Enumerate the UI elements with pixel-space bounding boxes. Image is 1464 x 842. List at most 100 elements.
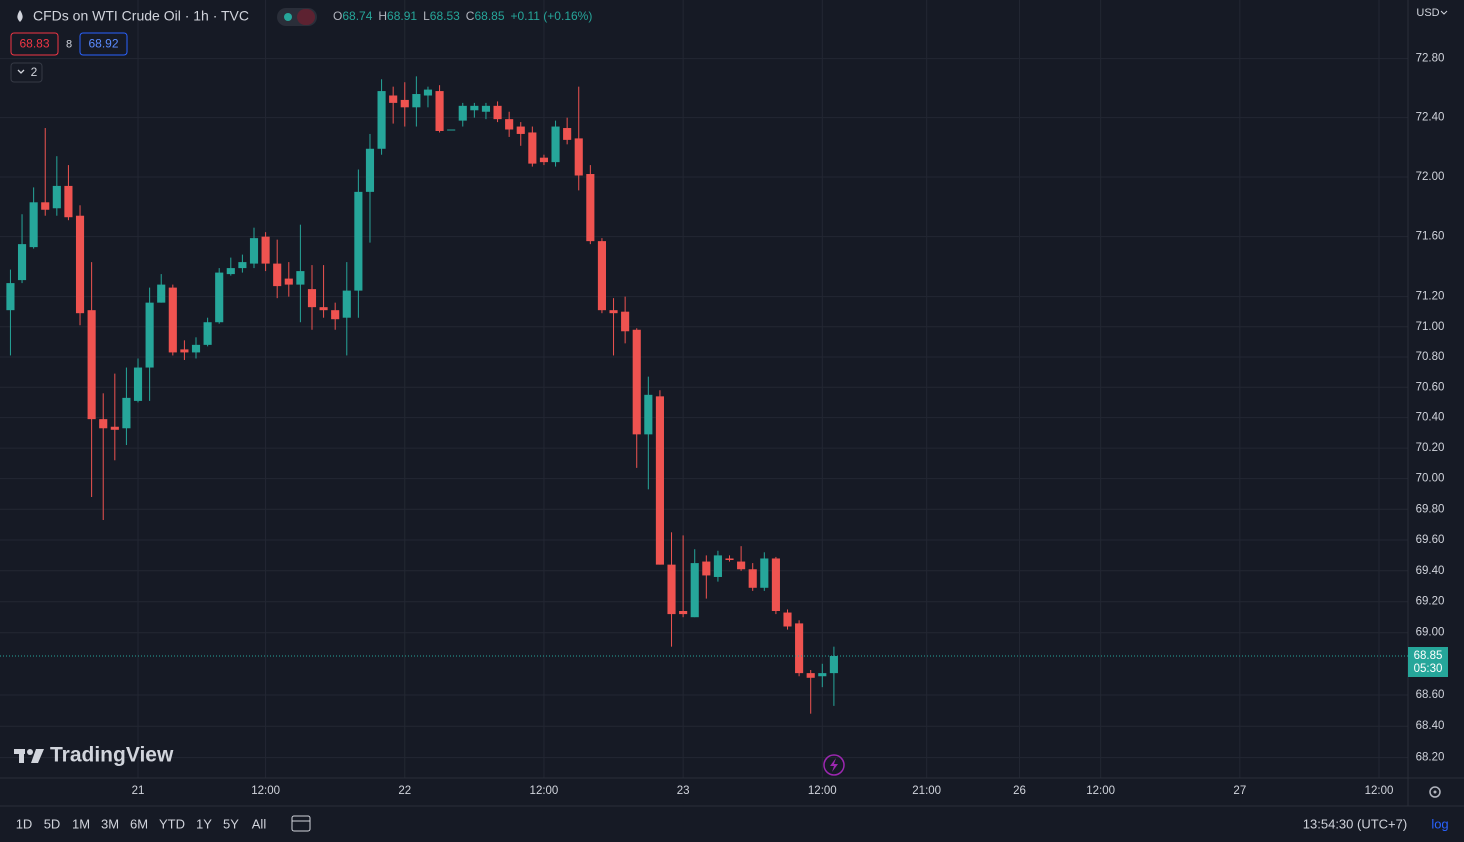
candle-body (528, 132, 537, 164)
candle-body (655, 396, 664, 565)
range-button[interactable]: 3M (101, 816, 119, 831)
candle-body (296, 271, 305, 285)
y-tick-label: 69.40 (1416, 565, 1445, 577)
candle-body (795, 623, 804, 674)
indicator-count: 2 (31, 65, 38, 79)
y-tick-label: 69.60 (1416, 534, 1445, 546)
candle-body (342, 290, 351, 318)
x-tick-label: 12:00 (251, 785, 280, 797)
close-value: 68.85 (474, 9, 504, 23)
candle-body (818, 673, 827, 677)
candle-body (87, 310, 96, 420)
candle-body (273, 263, 282, 287)
candle-body (667, 564, 676, 615)
high-label: H (378, 9, 387, 23)
candle-body (481, 105, 491, 112)
candle-body (806, 673, 815, 678)
logo-part (27, 749, 33, 755)
candle-body (377, 91, 386, 149)
candle-body (6, 283, 15, 311)
y-tick-label: 70.40 (1416, 412, 1445, 424)
high-value: 68.91 (387, 9, 417, 23)
x-tick-label: 21 (132, 785, 145, 797)
candle-body (644, 394, 653, 435)
range-button[interactable]: 1D (16, 816, 33, 831)
chevron (17, 69, 25, 74)
x-tick-label: 27 (1233, 785, 1246, 797)
settings-icon[interactable] (1429, 786, 1441, 798)
spread: 8 (66, 38, 72, 50)
y-tick-label: 72.40 (1416, 112, 1445, 124)
currency[interactable]: USD (1416, 7, 1439, 19)
candle-body (609, 310, 618, 314)
y-tick-label: 68.60 (1416, 689, 1445, 701)
x-tick-label: 21:00 (912, 785, 941, 797)
candle-body (516, 126, 525, 134)
y-tick-label: 71.00 (1416, 321, 1445, 333)
y-tick-label: 71.20 (1416, 291, 1445, 303)
candle-body (284, 278, 293, 285)
candle-body (226, 268, 235, 275)
candle-body (145, 302, 154, 368)
y-tick-label: 69.00 (1416, 627, 1445, 639)
y-tick-label: 72.80 (1416, 53, 1445, 65)
candle-body (470, 105, 479, 111)
candle-body (586, 174, 595, 242)
candle-body (412, 94, 421, 108)
bid-price: 68.83 (19, 37, 49, 51)
range-buttons: 1D 5D 1M 3M 6M YTD 1Y 5Y All (16, 816, 267, 831)
events-icon[interactable] (823, 754, 845, 776)
indicators-toggle[interactable] (10, 62, 43, 83)
candle-body (748, 569, 757, 588)
range-button[interactable]: YTD (159, 816, 185, 831)
range-button[interactable]: 1M (72, 816, 90, 831)
x-tick-label: 12:00 (530, 785, 559, 797)
candle-body (435, 91, 444, 131)
candle-body (191, 344, 201, 353)
candle-body (551, 126, 560, 163)
watermark-logo (14, 749, 44, 763)
x-tick-label: 12:00 (1086, 785, 1115, 797)
range-button[interactable]: 6M (130, 816, 148, 831)
y-tick-label: 70.80 (1416, 351, 1445, 363)
y-tick-label: 68.40 (1416, 720, 1445, 732)
y-tick-label: 69.20 (1416, 596, 1445, 608)
market-status (284, 13, 292, 21)
range-button[interactable]: 5D (44, 816, 61, 831)
watermark: TradingView (50, 744, 174, 767)
candle-body (238, 262, 247, 269)
candle-body (331, 310, 340, 320)
countdown: 05:30 (1414, 663, 1443, 675)
x-tick-label: 22 (398, 785, 411, 797)
candle-body (261, 236, 270, 264)
candle-body (52, 185, 61, 209)
candle-body (447, 129, 456, 131)
clock[interactable]: 13:54:30 (UTC+7) (1303, 816, 1407, 831)
candle-body (122, 397, 131, 429)
candle-body (400, 99, 409, 108)
y-tick-label: 68.20 (1416, 752, 1445, 764)
buy-button[interactable] (79, 32, 128, 56)
candle-body (690, 563, 699, 618)
x-tick-label: 12:00 (1365, 785, 1394, 797)
candle-body (632, 329, 641, 435)
range-button[interactable]: All (252, 816, 267, 831)
ohlc-legend: O68.74 H68.91 L68.53 C68.85 +0.11 (+0.16%) (333, 9, 592, 23)
candle-body (574, 138, 583, 176)
last-price-label (1408, 647, 1448, 678)
candle-body (493, 105, 502, 120)
goto-date-icon[interactable] (291, 815, 311, 832)
candle-body (307, 289, 317, 308)
open-label: O (333, 9, 342, 23)
sell-button[interactable] (10, 32, 59, 56)
candle-body (563, 128, 572, 140)
y-tick-label: 71.60 (1416, 231, 1445, 243)
range-button[interactable]: 5Y (223, 816, 239, 831)
candle-body (157, 284, 166, 303)
symbol-title[interactable]: CFDs on WTI Crude Oil · 1h · TVC (33, 8, 249, 24)
log-toggle[interactable]: log (1431, 816, 1448, 831)
range-button[interactable]: 1Y (196, 816, 212, 831)
candle-body (133, 367, 143, 401)
candle-body (771, 558, 780, 611)
candles (6, 76, 838, 714)
